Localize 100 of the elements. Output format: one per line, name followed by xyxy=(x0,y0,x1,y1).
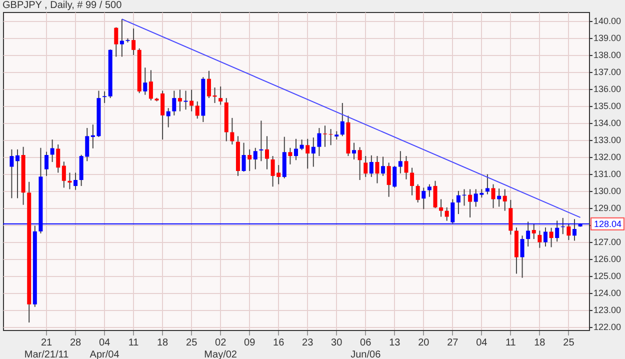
candlestick xyxy=(294,138,298,161)
candlestick xyxy=(306,138,310,170)
candlestick xyxy=(398,150,402,174)
candlestick xyxy=(444,206,449,222)
y-tick-label: 123.00 xyxy=(594,305,622,316)
candlestick xyxy=(248,148,252,172)
candlestick xyxy=(259,120,264,162)
candlestick xyxy=(502,188,507,212)
candlestick xyxy=(190,89,194,112)
x-tick-label: 25 xyxy=(186,338,198,348)
y-tick-label: 132.00 xyxy=(594,152,622,162)
candlestick xyxy=(386,162,391,198)
candlestick xyxy=(508,199,513,236)
candlestick xyxy=(468,188,472,218)
candlestick xyxy=(404,156,408,180)
x-tick-label: 27 xyxy=(447,338,459,348)
x-tick-label: 18 xyxy=(156,338,169,348)
x-tick-label: 20 xyxy=(418,338,430,348)
y-tick-label: 133.00 xyxy=(594,135,622,146)
x-tick-label: 06 Jun/06 xyxy=(350,338,382,359)
y-tick-label: 129.00 xyxy=(594,203,622,214)
candlestick xyxy=(148,70,153,101)
candlestick xyxy=(74,172,78,190)
y-tick-label: 136.00 xyxy=(594,84,622,94)
y-tick-label: 122.00 xyxy=(594,322,622,332)
y-tick-label: 130.00 xyxy=(594,186,622,196)
candlestick xyxy=(184,90,188,110)
y-tick-label: 127.00 xyxy=(594,237,622,248)
candlestick xyxy=(392,165,397,188)
candlestick xyxy=(532,224,536,240)
candlestick xyxy=(230,117,234,145)
candlestick xyxy=(166,108,170,128)
candlestick xyxy=(317,127,322,157)
candlestick xyxy=(340,102,344,137)
x-tick-label: 30 xyxy=(331,338,343,348)
y-tick-label: 134.00 xyxy=(594,118,622,128)
candlestick xyxy=(549,227,554,248)
candlestick xyxy=(433,180,438,209)
x-tick-label: 09 xyxy=(244,338,256,348)
candlestick xyxy=(358,146,362,181)
candlestick xyxy=(16,148,20,199)
y-tick-label: 139.00 xyxy=(594,33,622,44)
candlestick xyxy=(218,86,223,106)
x-tick-label: 18 xyxy=(534,338,546,348)
candlestick xyxy=(264,136,269,170)
candlestick xyxy=(102,90,107,104)
x-tick-label: 11 xyxy=(128,338,140,348)
x-tick-label: 25 xyxy=(563,338,575,348)
x-tick-label: 16 xyxy=(273,338,285,348)
candlestick xyxy=(439,198,444,218)
candlestick xyxy=(543,226,548,248)
candlestick xyxy=(422,187,426,210)
candlestick xyxy=(44,151,49,176)
candlestick xyxy=(62,161,66,188)
y-tick-label: 140.00 xyxy=(594,16,622,26)
candlestick xyxy=(50,139,54,162)
candlestick xyxy=(364,156,368,178)
candlestick xyxy=(416,184,420,203)
candlestick xyxy=(195,100,200,120)
candlestick xyxy=(352,142,356,160)
x-tick-label: 11 xyxy=(505,338,516,348)
candlestick xyxy=(206,70,211,99)
x-tick-label: 28 xyxy=(70,338,82,348)
candlestick xyxy=(485,174,490,195)
y-tick-label: 135.00 xyxy=(594,101,622,112)
candlestick xyxy=(328,128,333,146)
candlestick xyxy=(375,156,380,184)
candlestick xyxy=(323,125,328,148)
x-tick-label: 04 xyxy=(476,338,488,348)
candlestick xyxy=(311,137,316,168)
candlestick xyxy=(288,147,292,165)
candlestick xyxy=(381,156,386,176)
y-tick-label: 131.00 xyxy=(594,169,622,180)
candlestick xyxy=(253,147,258,170)
candlestick xyxy=(491,184,496,209)
candlestick xyxy=(456,190,460,215)
y-tick-label: 138.00 xyxy=(594,50,622,60)
candlestick xyxy=(114,26,118,58)
candlestick xyxy=(566,224,571,241)
candlestick xyxy=(427,184,432,198)
y-tick-label: 137.00 xyxy=(594,67,622,78)
candlestick xyxy=(132,28,136,56)
candlestick xyxy=(56,144,60,174)
candlestick xyxy=(538,230,542,248)
chart-title: GBPJPY , Daily, # 99 / 500 xyxy=(2,0,122,11)
x-tick-label: 21 Mar/21/11 xyxy=(24,338,70,359)
candlestick xyxy=(143,67,148,96)
y-tick-label: 126.00 xyxy=(594,254,622,264)
ref-line-label: 128.04 xyxy=(594,218,622,229)
candlestick xyxy=(178,89,182,112)
x-tick-label: 23 xyxy=(302,338,314,348)
candlestick xyxy=(369,154,374,178)
y-tick-label: 125.00 xyxy=(594,271,622,282)
candlestick xyxy=(410,167,414,196)
y-tick-label: 124.00 xyxy=(594,288,622,298)
x-tick-label: 13 xyxy=(389,338,401,348)
candlestick xyxy=(10,148,14,199)
candlestick xyxy=(172,90,176,116)
candlestick xyxy=(520,235,524,278)
candlestick xyxy=(242,142,246,172)
